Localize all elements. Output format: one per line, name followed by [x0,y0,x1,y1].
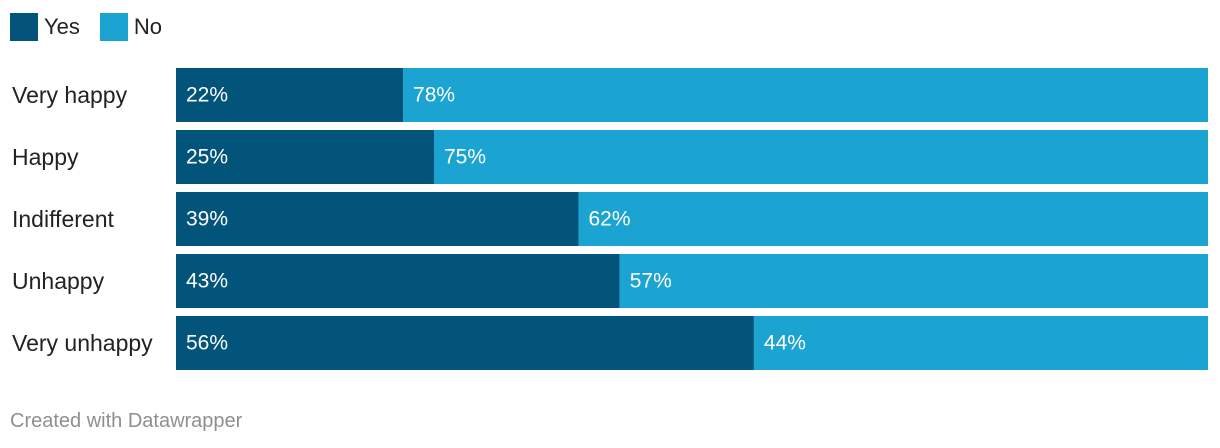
data-label-yes: 39% [186,208,228,231]
data-label-yes: 22% [186,84,228,107]
legend-label-no: No [133,14,163,39]
data-label-yes: 43% [186,270,228,293]
data-label-yes: 56% [186,332,228,355]
bar-segment-no [434,130,1208,184]
bar-segment-yes [176,130,434,184]
bar-segment-no [619,254,1208,308]
bar-segment-yes [176,192,579,246]
legend-item-no: No [99,13,163,41]
data-label-no: 78% [413,84,455,107]
footer-credit: Created with Datawrapper [10,410,243,432]
category-label: Indifferent [12,206,114,232]
legend: Yes No [10,13,182,41]
legend-item-yes: Yes [10,13,80,41]
category-label: Happy [12,144,79,170]
legend-swatch-no [99,13,128,41]
bar-segment-yes [176,68,404,122]
data-label-yes: 25% [186,146,228,169]
bar-segment-yes [176,316,754,370]
legend-label-yes: Yes [44,14,80,39]
bar-segment-no [403,68,1208,122]
data-label-no: 44% [764,332,806,355]
bar-segment-no [578,192,1208,246]
bar-segment-yes [176,254,620,308]
category-label: Unhappy [12,268,105,294]
data-label-no: 75% [444,146,486,169]
category-label: Very unhappy [12,330,153,356]
bar-segment-no [753,316,1208,370]
data-label-no: 57% [630,270,672,293]
legend-swatch-yes [10,13,38,41]
category-label: Very happy [12,82,128,108]
data-label-no: 62% [588,208,630,231]
